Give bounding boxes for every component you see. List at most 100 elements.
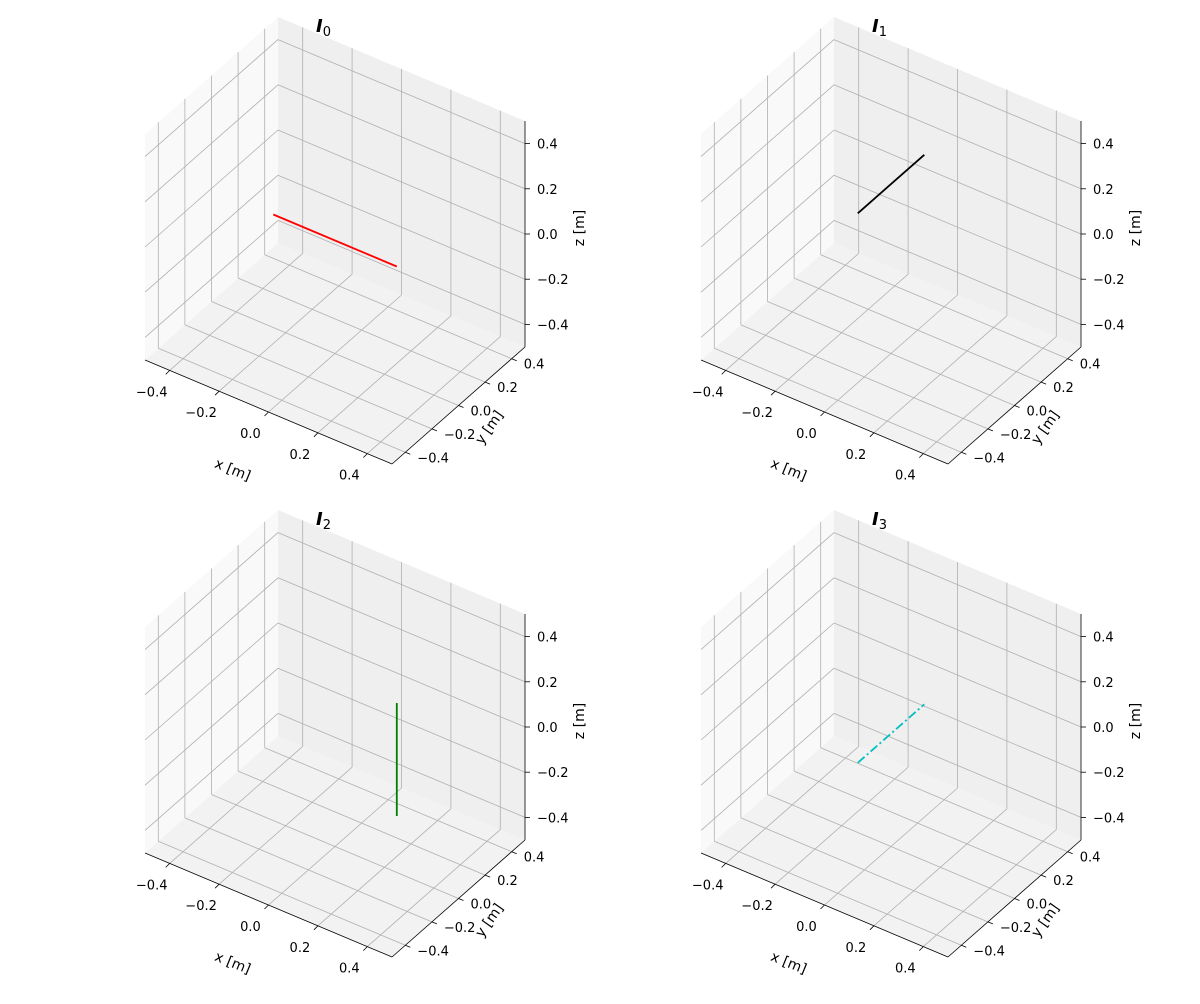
x-tick-label: 0.0 <box>240 920 261 935</box>
grid-z-left <box>700 577 835 696</box>
x-tick <box>214 390 220 396</box>
y-tick <box>511 851 517 855</box>
z-tick-label: 0.2 <box>1093 676 1114 691</box>
grid-z-back <box>833 667 1082 773</box>
grid-y-floor <box>767 301 1015 406</box>
y-tick-label: −0.4 <box>417 944 449 959</box>
z-axis-label: z [m] <box>572 703 588 739</box>
x-tick-label: 0.4 <box>339 962 360 977</box>
x-tick-label: −0.2 <box>185 899 217 914</box>
y-tick <box>1040 874 1047 878</box>
z-tick-label: −0.4 <box>1093 318 1125 333</box>
x-tick-label: 0.0 <box>796 427 817 442</box>
grid-y-floor <box>184 324 433 430</box>
y-tick-label: 0.4 <box>1080 358 1101 373</box>
grid-y-floor <box>264 747 512 853</box>
x-tick <box>264 904 269 910</box>
z-tick-label: 0.0 <box>537 228 558 243</box>
z-tick-label: 0.0 <box>1093 228 1114 243</box>
grid-y-floor <box>211 301 459 406</box>
grid-y-floor <box>237 277 486 383</box>
x-tick-label: 0.4 <box>895 962 916 977</box>
y-tick-label: 0.2 <box>497 874 518 889</box>
x-tick-label: 0.2 <box>846 448 867 463</box>
subplot-title: I3 <box>872 509 887 533</box>
grid-z-back <box>277 84 526 190</box>
series-line-3 <box>857 703 925 764</box>
grid-y-floor <box>767 794 1015 899</box>
y-tick <box>484 874 491 878</box>
y-tick-label: 0.2 <box>1053 874 1074 889</box>
y-tick <box>987 921 994 925</box>
grid-z-back <box>833 220 1082 325</box>
subplot-0: −0.4 −0.2 0.0 0.2 0.4 −0.4 −0.2 0.0 0.2 0.4 −0.4 −0… <box>136 16 588 485</box>
z-tick-label: −0.4 <box>537 318 569 333</box>
y-tick <box>431 428 438 432</box>
x-tick <box>363 946 368 951</box>
x-tick-label: −0.4 <box>692 385 724 400</box>
x-tick <box>165 863 170 868</box>
y-tick <box>484 381 491 385</box>
grid-z-back <box>277 532 526 637</box>
z-tick-label: −0.2 <box>537 766 569 781</box>
grid-z-left <box>144 577 279 696</box>
x-axis-label: x [m] <box>768 949 809 978</box>
y-tick-label: 0.2 <box>497 381 518 396</box>
x-tick <box>869 432 875 438</box>
grid-z-back <box>833 713 1082 818</box>
x-axis-label: x [m] <box>768 456 809 485</box>
z-tick-label: −0.2 <box>1093 273 1125 288</box>
grid-z-back <box>833 577 1082 683</box>
y-tick <box>987 428 994 432</box>
z-tick-label: 0.4 <box>537 631 558 646</box>
x-tick-label: 0.0 <box>240 427 261 442</box>
grid-y-floor <box>264 254 512 360</box>
x-tick <box>721 370 726 375</box>
x-tick-label: 0.2 <box>290 941 311 956</box>
x-tick <box>919 946 924 951</box>
x-tick <box>820 904 825 910</box>
y-tick <box>1067 851 1073 855</box>
y-tick <box>1014 898 1020 901</box>
x-tick <box>919 453 924 458</box>
y-tick-label: 0.0 <box>471 898 492 913</box>
y-tick-label: 0.4 <box>524 851 545 866</box>
grid-y-floor <box>820 254 1068 360</box>
x-tick <box>770 883 776 889</box>
grid-z-back <box>277 39 526 144</box>
y-tick-label: 0.4 <box>1080 851 1101 866</box>
grid-z-left <box>144 220 279 338</box>
y-tick-label: 0.0 <box>471 405 492 420</box>
y-tick-label: −0.2 <box>1000 921 1032 936</box>
grid-z-back <box>833 129 1082 235</box>
grid-z-left <box>700 39 835 157</box>
y-tick <box>1040 381 1047 385</box>
y-tick <box>405 451 411 455</box>
grid-z-left <box>144 129 279 248</box>
grid-z-left <box>144 622 279 741</box>
y-tick-label: −0.2 <box>1000 428 1032 443</box>
grid-z-back <box>277 622 526 728</box>
grid-z-back <box>277 577 526 683</box>
grid-z-left <box>144 39 279 157</box>
grid-z-left <box>700 84 835 203</box>
y-tick-label: 0.2 <box>1053 381 1074 396</box>
y-tick <box>511 358 517 362</box>
grid-y-floor <box>237 770 486 876</box>
grid-z-left <box>700 174 835 293</box>
subplot-title: I2 <box>316 509 331 533</box>
grid-z-left <box>144 713 279 831</box>
z-tick-label: 0.2 <box>537 183 558 198</box>
y-tick-label: −0.4 <box>973 451 1005 466</box>
y-tick <box>1014 405 1020 408</box>
z-tick-label: 0.0 <box>537 721 558 736</box>
z-tick-label: −0.4 <box>1093 811 1125 826</box>
grid-z-left <box>144 667 279 786</box>
subplot-title: I0 <box>316 16 331 40</box>
grid-y-floor <box>740 817 989 923</box>
subplot-title: I1 <box>872 16 887 40</box>
z-tick-label: 0.2 <box>1093 183 1114 198</box>
x-tick-label: −0.2 <box>185 406 217 421</box>
z-axis-label: z [m] <box>1128 703 1144 739</box>
grid-z-left <box>700 713 835 831</box>
